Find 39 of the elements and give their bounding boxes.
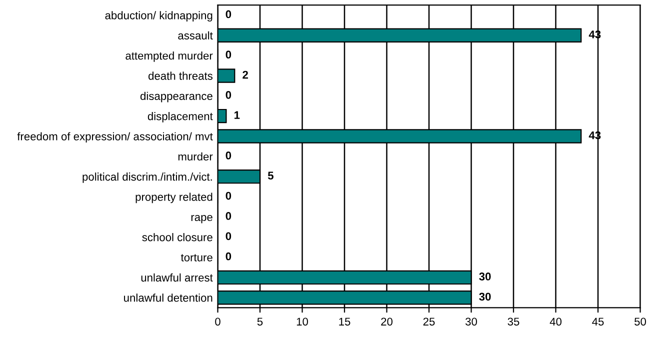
y-tick-label: rape (191, 214, 212, 224)
x-tick-label: 45 (592, 318, 604, 326)
y-tick-label: attempted murder (126, 52, 213, 62)
data-label: 0 (226, 212, 232, 220)
x-tick-label: 50 (634, 318, 646, 326)
y-tick-label: property related (136, 192, 212, 204)
data-label: 0 (226, 232, 232, 240)
y-tick-label: disappearance (140, 92, 212, 102)
x-tick-label: 35 (508, 318, 520, 326)
x-tick-label: 0 (215, 318, 220, 326)
y-tick-label: abduction/ kidnapping (105, 11, 212, 22)
data-label: 2 (242, 70, 248, 79)
data-label: 0 (226, 252, 232, 260)
data-label: 5 (268, 172, 274, 180)
y-tick-label: murder (178, 152, 213, 161)
data-label: 1 (234, 111, 240, 119)
y-tick-label: torture (180, 254, 212, 262)
data-label: 0 (226, 10, 232, 18)
data-label: 0 (226, 192, 232, 200)
y-tick-label: unlawful arrest (141, 273, 213, 282)
y-tick-label: freedom of expression/ association/ mvt (17, 132, 213, 143)
x-tick-label: 40 (550, 318, 562, 326)
x-tick-label: 30 (465, 318, 477, 326)
y-tick-label: school closure (142, 233, 212, 242)
y-tick-label: unlawful detention (124, 294, 212, 302)
data-label: 30 (479, 292, 491, 301)
y-tick-label: assault (178, 31, 213, 40)
x-tick-label: 10 (296, 318, 308, 326)
data-label: 30 (479, 272, 491, 280)
data-label: 0 (226, 90, 232, 99)
x-tick-label: 5 (257, 318, 263, 326)
data-label: 0 (226, 152, 232, 160)
y-tick-label: displacement (148, 112, 213, 122)
data-label: 0 (226, 50, 232, 59)
x-tick-label: 15 (339, 318, 350, 326)
y-tick-label: political discrim./intim./vict. (82, 172, 212, 183)
x-tick-label: 25 (423, 318, 435, 326)
y-tick-label: death threats (148, 72, 212, 80)
x-tick-label: 20 (381, 318, 392, 326)
